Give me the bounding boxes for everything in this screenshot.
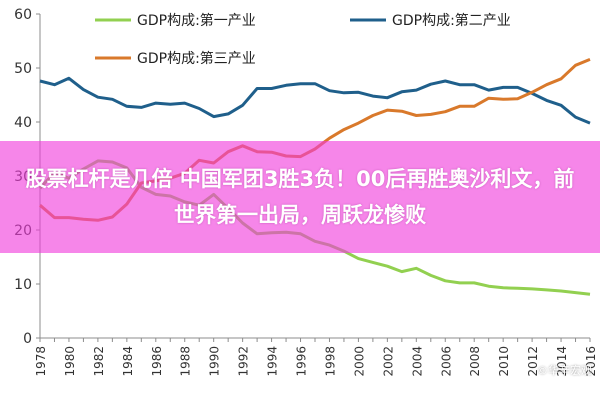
x-tick-label: 1996 — [295, 346, 309, 377]
x-tick-label: 1986 — [150, 346, 164, 377]
x-tick-label: 2006 — [439, 346, 453, 377]
x-tick-label: 2002 — [381, 346, 395, 377]
headline-text[interactable]: 股票杠杆是几倍 中国军团3胜3负！00后再胜奥沙利文，前世界第一出局，周跃龙惨败 — [25, 167, 575, 227]
x-tick-label: 1980 — [63, 346, 77, 377]
x-tick-label: 2014 — [555, 346, 569, 377]
x-tick-label: 2008 — [468, 346, 482, 377]
y-tick-label: 0 — [23, 331, 32, 347]
x-tick-label: 2010 — [497, 346, 511, 377]
x-tick-label: 1998 — [323, 346, 337, 377]
y-tick-label: 40 — [14, 115, 32, 131]
y-tick-label: 50 — [14, 61, 32, 77]
x-tick-label: 2000 — [352, 346, 366, 377]
legend-label-3: GDP构成:第三产业 — [137, 50, 256, 67]
x-tick-label: 2016 — [584, 346, 598, 377]
x-tick-label: 1990 — [208, 346, 222, 377]
x-tick-label: 1992 — [237, 346, 251, 377]
y-tick-label: 10 — [14, 277, 32, 293]
x-tick-label: 1984 — [121, 346, 135, 377]
y-tick-label: 60 — [14, 7, 32, 23]
x-tick-label: 1982 — [92, 346, 106, 377]
x-tick-label: 1978 — [34, 346, 48, 377]
headline-banner[interactable]: 股票杠杆是几倍 中国军团3胜3负！00后再胜奥沙利文，前世界第一出局，周跃龙惨败 — [0, 141, 600, 253]
x-tick-label: 1988 — [179, 346, 193, 377]
legend-label-2: GDP构成:第二产业 — [392, 12, 511, 29]
watermark: ©华辛宏观 — [537, 364, 592, 377]
x-tick-label: 1994 — [266, 346, 280, 377]
legend-label-1: GDP构成:第一产业 — [137, 12, 256, 29]
x-tick-label: 2012 — [526, 346, 540, 377]
x-tick-label: 2004 — [410, 346, 424, 377]
series-line-2 — [39, 76, 591, 125]
